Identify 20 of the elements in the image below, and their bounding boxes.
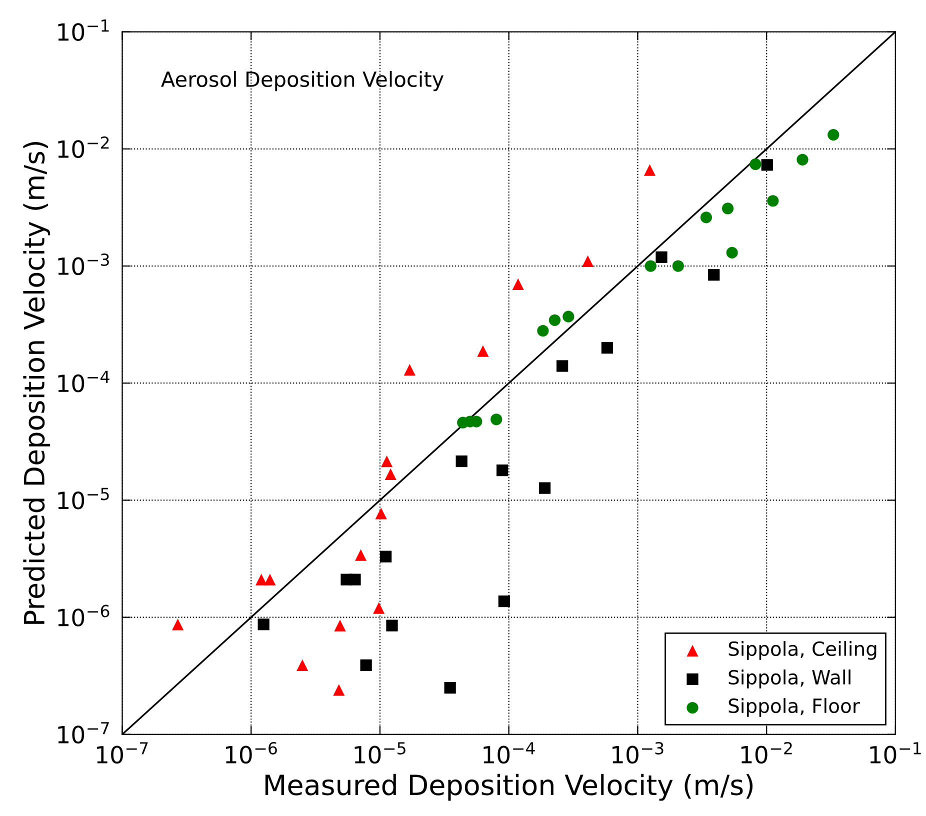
x-tick-label: 10$^{−6}$ [226, 742, 277, 764]
x-tick-label: 10$^{−3}$ [612, 742, 664, 764]
x-tick-label: 10$^{−4}$ [484, 742, 535, 764]
annotation: Aerosol Deposition Velocity [161, 70, 444, 92]
y-tick-label: 10$^{−1}$ [58, 20, 109, 41]
x-tick-label: 10$^{−5}$ [354, 742, 406, 764]
x-tick-label: 10$^{−2}$ [741, 742, 792, 764]
y-tick-label: 10$^{−5}$ [58, 488, 109, 510]
y-tick-label: 10$^{−7}$ [58, 722, 109, 744]
y-axis-title: Predicted Deposition Velocity (m/s) [23, 142, 50, 624]
y-tick-label: 10$^{−6}$ [58, 604, 110, 626]
y-tick-label: 10$^{−2}$ [58, 136, 109, 158]
legend-label: Sippola, Ceiling [728, 641, 876, 660]
legend-label: Sippola, Floor [728, 698, 860, 717]
y-tick-label: 10$^{−4}$ [58, 370, 110, 392]
y-tick-label: 10$^{−3}$ [58, 254, 109, 276]
x-tick-label: 10$^{−7}$ [97, 742, 148, 764]
x-axis-title: Measured Deposition Velocity (m/s) [265, 774, 753, 801]
x-tick-label: 10$^{−1}$ [870, 742, 921, 764]
legend-label: Sippola, Wall [728, 670, 850, 688]
